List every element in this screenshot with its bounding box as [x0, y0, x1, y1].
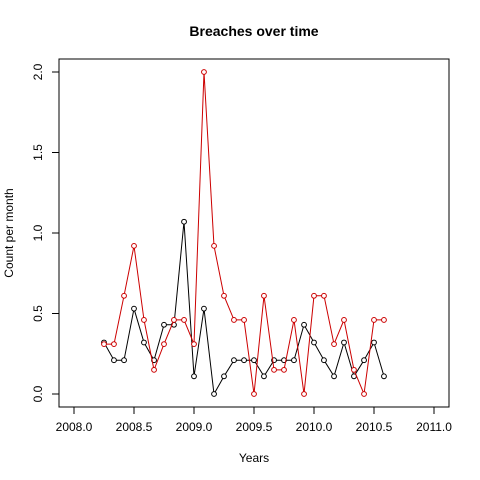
data-point — [251, 357, 257, 364]
data-point — [381, 373, 387, 380]
data-point — [231, 357, 237, 364]
series-2 — [101, 69, 387, 397]
data-point — [331, 373, 337, 380]
data-point — [181, 317, 187, 323]
data-point — [221, 292, 227, 299]
data-point — [131, 305, 137, 312]
data-point — [221, 373, 227, 380]
data-point — [361, 391, 367, 397]
data-point — [131, 242, 137, 249]
data-point — [381, 317, 387, 323]
data-point — [191, 341, 197, 347]
x-tick-label: 2009.5 — [236, 420, 273, 434]
y-tick-label: 1.0 — [31, 224, 45, 241]
data-point — [281, 366, 287, 373]
data-point — [301, 321, 307, 328]
x-tick-label: 2010.5 — [356, 420, 393, 434]
x-tick-label: 2010.0 — [296, 420, 333, 434]
series-layer — [101, 69, 387, 397]
x-axis: 2008.0 2008.5 2009.0 2009.5 2010.0 2010.5 2011… — [56, 406, 452, 434]
series-1 — [101, 218, 387, 397]
data-point — [211, 242, 217, 249]
data-point — [201, 69, 207, 75]
data-point — [271, 366, 277, 373]
x-tick-label: 2009.0 — [176, 420, 213, 434]
data-point — [311, 339, 317, 346]
data-point — [111, 357, 117, 364]
data-point — [261, 373, 267, 380]
y-axis: 0.0 0.5 1.0 1.5 2.0 — [31, 63, 60, 402]
data-point — [351, 366, 357, 373]
y-axis-label: Count per month — [2, 188, 16, 277]
data-point — [371, 317, 377, 323]
data-point — [141, 339, 147, 346]
x-axis-label: Years — [239, 451, 269, 465]
data-point — [321, 357, 327, 364]
data-point — [261, 292, 267, 299]
data-point — [121, 357, 127, 364]
data-point — [181, 218, 187, 225]
chart-title: Breaches over time — [189, 23, 318, 39]
data-point — [121, 292, 127, 299]
data-point — [331, 341, 337, 347]
data-point — [101, 341, 107, 347]
data-point — [151, 366, 157, 373]
y-tick-label: 2.0 — [31, 63, 45, 80]
data-point — [191, 373, 197, 380]
data-point — [291, 357, 297, 364]
x-tick-label: 2011.0 — [416, 420, 452, 434]
data-point — [311, 292, 317, 299]
y-tick-label: 0.0 — [31, 385, 45, 402]
data-point — [111, 341, 117, 347]
x-tick-label: 2008.0 — [56, 420, 93, 434]
data-point — [231, 317, 237, 323]
data-point — [241, 357, 247, 364]
data-point — [301, 391, 307, 397]
data-point — [241, 317, 247, 323]
plot-frame — [58, 58, 450, 408]
data-point — [161, 341, 167, 347]
series-line — [103, 221, 385, 396]
data-point — [161, 321, 167, 328]
data-point — [341, 317, 347, 323]
data-point — [291, 317, 297, 323]
y-tick-label: 1.5 — [31, 144, 45, 161]
data-point — [371, 339, 377, 346]
x-tick-label: 2008.5 — [116, 420, 153, 434]
data-point — [361, 357, 367, 364]
data-point — [141, 317, 147, 323]
data-point — [251, 391, 257, 397]
data-point — [171, 317, 177, 323]
data-point — [211, 391, 217, 397]
data-point — [321, 292, 327, 299]
data-point — [341, 339, 347, 346]
y-tick-label: 0.5 — [31, 305, 45, 322]
data-point — [201, 305, 207, 312]
